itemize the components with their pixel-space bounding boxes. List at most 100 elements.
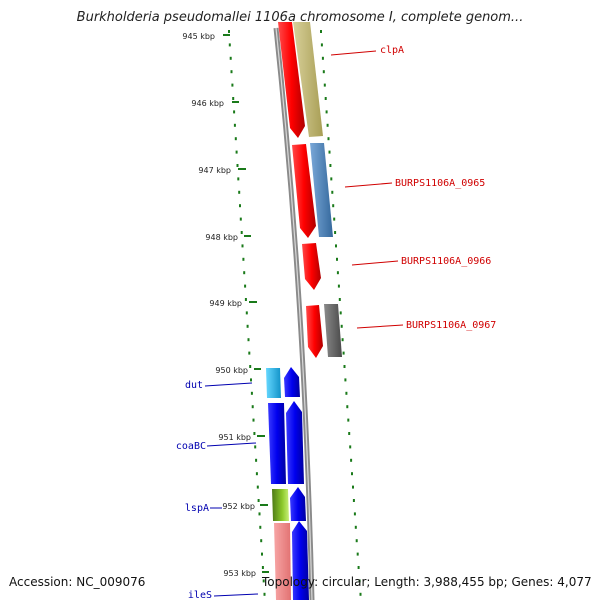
gene-BURPS1106A_0965-arrow[interactable] bbox=[292, 144, 316, 238]
ruler-dot bbox=[255, 472, 258, 476]
gene-BURPS1106A_0966-arrow[interactable] bbox=[302, 243, 321, 290]
gene-label-lspA[interactable]: lspA bbox=[185, 503, 209, 514]
ruler-dot bbox=[356, 552, 359, 556]
ruler-dot bbox=[324, 97, 327, 100]
feature-lspA-cds[interactable] bbox=[272, 489, 289, 521]
ruler-dot bbox=[320, 30, 322, 33]
ruler-dot bbox=[349, 445, 352, 449]
gene-dut-arrow[interactable] bbox=[284, 367, 300, 397]
ruler-dot bbox=[352, 485, 354, 489]
ruler-dot bbox=[233, 123, 236, 127]
ruler-dot bbox=[260, 539, 263, 543]
ruler-dot bbox=[263, 592, 266, 596]
gene-label-BURPS1106A_0967[interactable]: BURPS1106A_0967 bbox=[406, 320, 496, 331]
ruler-dot bbox=[228, 30, 230, 33]
ruler-dot bbox=[340, 324, 343, 328]
ruler-dot bbox=[333, 217, 336, 221]
gene-label-clpA[interactable]: clpA bbox=[380, 45, 404, 56]
ruler-dots bbox=[228, 30, 362, 596]
ruler-dot bbox=[357, 566, 360, 569]
ruler-dot bbox=[261, 552, 263, 556]
feature-BURPS1106A_0965-cds[interactable] bbox=[310, 143, 333, 237]
ruler-dot bbox=[322, 70, 325, 74]
gene-label-BURPS1106A_0965[interactable]: BURPS1106A_0965 bbox=[395, 178, 485, 189]
ruler-dot bbox=[338, 298, 341, 301]
gene-label-dut[interactable]: dut bbox=[185, 380, 203, 391]
leader-line bbox=[206, 442, 257, 447]
ruler-dot bbox=[326, 123, 329, 127]
ruler-dot bbox=[256, 485, 259, 489]
ruler-dot bbox=[239, 204, 241, 208]
ruler-dot bbox=[330, 177, 333, 181]
ruler-dot bbox=[239, 217, 242, 221]
ruler-dot bbox=[262, 579, 265, 583]
tick-label: 949 kbp bbox=[209, 299, 242, 308]
tick-label: 948 kbp bbox=[205, 233, 238, 242]
tick-label: 953 kbp bbox=[223, 569, 256, 578]
tick-label: 947 kbp bbox=[198, 166, 231, 175]
ruler-dot bbox=[243, 271, 246, 275]
gene-label-ileS[interactable]: ileS bbox=[188, 590, 212, 600]
ruler-dot bbox=[248, 351, 251, 355]
feature-dut-cds[interactable] bbox=[266, 368, 281, 398]
gene-BURPS1106A_0967-arrow[interactable] bbox=[306, 305, 323, 358]
ruler-dot bbox=[354, 525, 357, 529]
feature-clpA-cds[interactable] bbox=[293, 22, 323, 137]
ruler-dot bbox=[241, 244, 244, 248]
ruler-dot bbox=[253, 432, 256, 435]
topology-summary: Topology: circular; Length: 3,988,455 bp… bbox=[262, 575, 592, 589]
ruler-dot bbox=[358, 579, 361, 583]
ruler-dot bbox=[353, 512, 356, 516]
ruler-dot bbox=[233, 110, 236, 114]
ruler-dot bbox=[244, 284, 247, 288]
ruler-dot bbox=[334, 231, 337, 234]
leader-line bbox=[330, 50, 377, 56]
leader-line bbox=[344, 182, 393, 188]
ruler-dot bbox=[348, 432, 351, 435]
tick-label: 950 kbp bbox=[215, 366, 248, 375]
ruler-dot bbox=[351, 472, 353, 476]
feature-ileS-cds[interactable] bbox=[274, 523, 291, 600]
ruler-dot bbox=[235, 150, 238, 154]
feature-coaBC-cds[interactable] bbox=[268, 403, 286, 484]
gene-lspA-arrow[interactable] bbox=[290, 487, 306, 521]
ruler-dot bbox=[261, 566, 264, 569]
ruler-dot bbox=[342, 351, 345, 355]
gene-clpA-arrow[interactable] bbox=[278, 22, 305, 138]
ruler-dot bbox=[359, 592, 362, 596]
ruler-dot bbox=[247, 338, 250, 342]
ruler-dot bbox=[320, 43, 323, 47]
ruler-dot bbox=[250, 378, 252, 382]
ruler-dot bbox=[343, 365, 346, 368]
tick-label: 952 kbp bbox=[222, 502, 255, 511]
gene-coaBC-arrow[interactable] bbox=[286, 401, 304, 484]
ruler-dot bbox=[251, 405, 254, 409]
ruler-dot bbox=[339, 311, 342, 315]
tick-labels: 945 kbp 946 kbp 947 kbp 948 kbp 949 kbp … bbox=[182, 32, 256, 578]
gene-ileS-arrow[interactable] bbox=[292, 521, 309, 600]
tick-label: 951 kbp bbox=[218, 433, 251, 442]
ruler-dot bbox=[355, 539, 358, 543]
gene-label-BURPS1106A_0966[interactable]: BURPS1106A_0966 bbox=[401, 256, 491, 267]
ruler-dot bbox=[346, 405, 349, 409]
leader-line bbox=[351, 260, 399, 266]
ruler-dot bbox=[331, 190, 334, 194]
ruler-dot bbox=[245, 311, 248, 315]
tick-label: 946 kbp bbox=[191, 99, 224, 108]
gene-label-coaBC[interactable]: coaBC bbox=[176, 441, 206, 452]
feature-BURPS1106A_0967-cds[interactable] bbox=[324, 304, 342, 357]
ruler-dot bbox=[252, 418, 255, 422]
ruler-dot bbox=[345, 391, 348, 395]
leader-line bbox=[213, 593, 259, 597]
ruler-dot bbox=[250, 391, 253, 395]
ruler-dot bbox=[344, 378, 347, 382]
ruler-dot bbox=[232, 97, 235, 100]
ruler-dot bbox=[328, 150, 331, 154]
left-gene-labels: dut coaBC lspA ileS bbox=[176, 380, 259, 600]
ruler-dot bbox=[230, 70, 233, 74]
ruler-dot bbox=[321, 56, 324, 60]
ruler-dot bbox=[327, 137, 330, 141]
ruler-dot bbox=[341, 338, 344, 342]
ruler-dot bbox=[242, 257, 245, 261]
